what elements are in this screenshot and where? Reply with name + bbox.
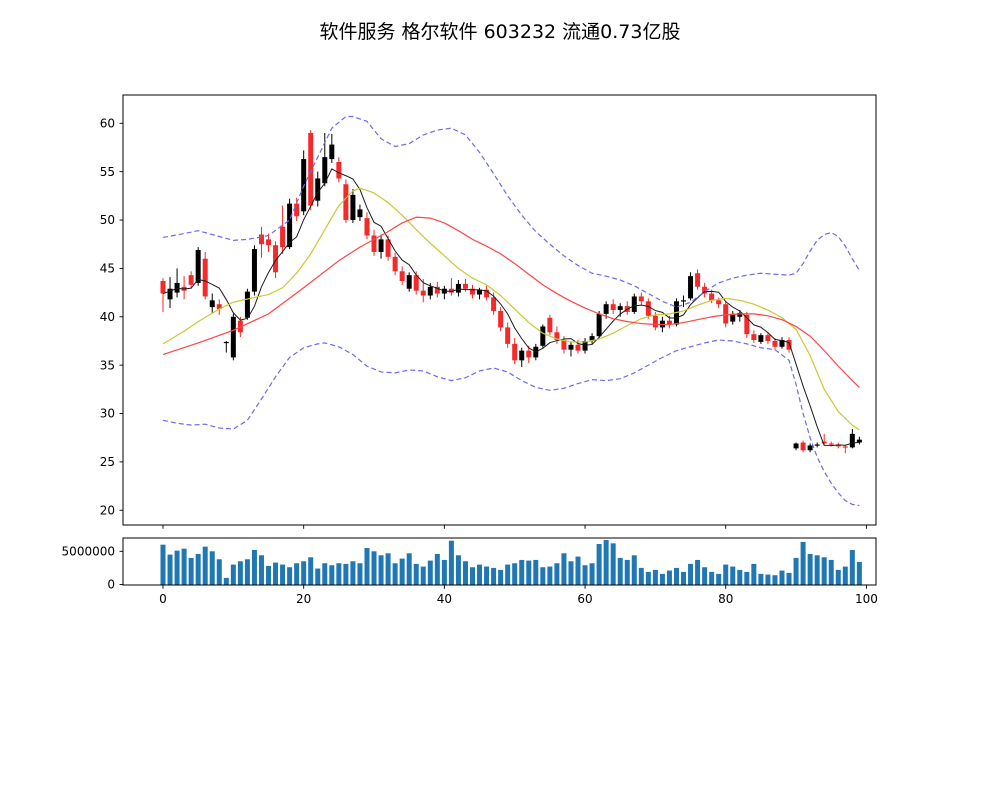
- svg-text:100: 100: [855, 592, 878, 606]
- svg-text:45: 45: [100, 262, 115, 276]
- svg-text:55: 55: [100, 165, 115, 179]
- price-axes: 20 25 30 35 40 45 50 55 60: [100, 94, 877, 529]
- svg-text:5000000: 5000000: [62, 545, 115, 559]
- svg-text:80: 80: [718, 592, 733, 606]
- svg-text:20: 20: [296, 592, 311, 606]
- svg-text:35: 35: [100, 358, 115, 372]
- svg-text:40: 40: [100, 310, 115, 324]
- svg-text:40: 40: [437, 592, 452, 606]
- svg-text:20: 20: [100, 503, 115, 517]
- svg-text:0: 0: [159, 592, 167, 606]
- svg-text:60: 60: [577, 592, 592, 606]
- volume-axes: 5000000 0 0 20 40 60 80 100: [62, 537, 878, 606]
- svg-text:0: 0: [107, 578, 115, 592]
- svg-text:60: 60: [100, 117, 115, 131]
- overlay-lines: [162, 115, 860, 507]
- chart-title: 软件服务 格尔软件 603232 流通0.73亿股: [319, 21, 681, 43]
- svg-text:50: 50: [100, 213, 115, 227]
- candlesticks: [160, 130, 862, 454]
- svg-text:25: 25: [100, 455, 115, 469]
- svg-text:30: 30: [100, 407, 115, 421]
